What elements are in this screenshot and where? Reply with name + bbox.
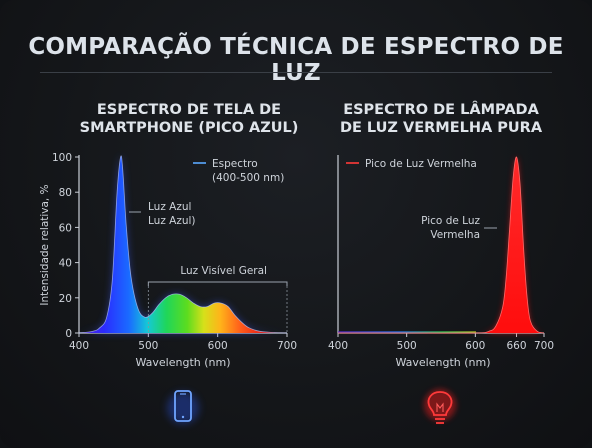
visible-light-bracket — [147, 281, 288, 286]
left-x-tick-label: 400 — [69, 340, 89, 352]
left-spectrum-area — [79, 155, 287, 333]
left-x-tick-label: 500 — [138, 340, 158, 352]
left-legend-label: Espectro (400-500 nm) — [212, 158, 284, 184]
right-peak-line — [337, 156, 545, 334]
left-x-tick-label: 700 — [277, 340, 297, 352]
title-divider — [40, 72, 552, 73]
right-x-tick-label: 500 — [397, 340, 417, 352]
right-legend-label: Pico de Luz Vermelha — [365, 158, 477, 170]
left-y-tick-label: 0 — [65, 328, 72, 340]
right-peak-area — [338, 156, 544, 334]
right-x-tick-label: 700 — [534, 340, 554, 352]
left-spectrum-line — [78, 155, 288, 334]
left-y-tick-label: 100 — [52, 152, 72, 164]
right-x-tick-label: 660 — [507, 340, 527, 352]
blue-peak-annotation: Luz Azul Luz Azul) — [148, 201, 196, 227]
red-peak-annotation: Pico de Luz Vermelha — [421, 215, 480, 241]
light-bulb-icon — [424, 389, 456, 424]
left-x-axis-label: Wavelength (nm) — [135, 356, 230, 369]
left-y-tick-label: 80 — [59, 187, 72, 199]
left-y-tick-label: 20 — [59, 293, 72, 305]
left-chart-title: ESPECTRO DE TELA DE SMARTPHONE (PICO AZU… — [79, 102, 299, 136]
left-y-tick-label: 60 — [59, 222, 72, 234]
left-y-tick-label: 40 — [59, 258, 72, 270]
left-x-tick-label: 600 — [208, 340, 228, 352]
right-chart-title: ESPECTRO DE LÂMPADA DE LUZ VERMELHA PURA — [339, 102, 543, 136]
page-title: COMPARAÇÃO TÉCNICA DE ESPECTRO DE LUZ — [28, 34, 564, 86]
right-x-tick-label: 600 — [465, 340, 485, 352]
right-x-tick-label: 400 — [328, 340, 348, 352]
right-plot-area: 400 500 600 660 700 Wavelength (nm) Pico de Lu… — [328, 155, 554, 369]
left-y-axis-label: Intensidade relativa, % — [39, 184, 51, 305]
visible-light-annotation: Luz Visível Geral — [180, 265, 267, 277]
left-plot-area: 0 20 40 60 80 100 400 500 600 700 Wavelength (nm) I… — [39, 152, 297, 369]
right-x-axis-label: Wavelength (nm) — [395, 356, 490, 369]
smartphone-icon — [167, 390, 199, 424]
